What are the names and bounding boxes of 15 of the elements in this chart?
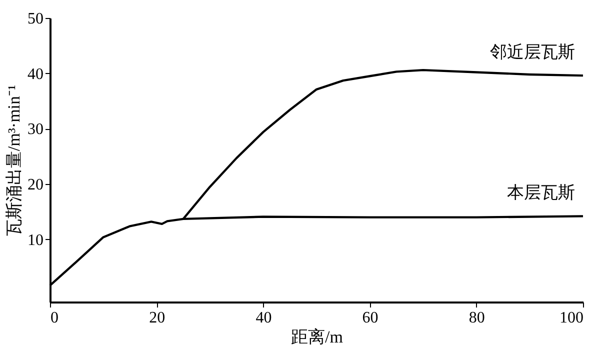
x-axis-title: 距离/m	[291, 328, 343, 346]
x-tick-label: 0	[50, 310, 58, 326]
series-label: 本层瓦斯	[507, 183, 575, 202]
y-axis-title: 瓦斯涌出量/m³·min⁻¹	[4, 84, 24, 236]
y-tick-label: 20	[28, 176, 44, 194]
y-tick-label: 40	[28, 66, 44, 83]
y-tick-label: 30	[28, 121, 44, 138]
series-label: 邻近层瓦斯	[490, 42, 575, 62]
y-tick-label: 50	[28, 10, 44, 28]
y-tick-label: 10	[28, 232, 44, 249]
x-tick-label: 60	[362, 310, 378, 326]
x-tick-label: 20	[149, 310, 166, 326]
x-tick-label: 80	[468, 310, 485, 326]
x-tick-label: 40	[256, 310, 272, 326]
x-tick-label: 100	[560, 310, 584, 326]
